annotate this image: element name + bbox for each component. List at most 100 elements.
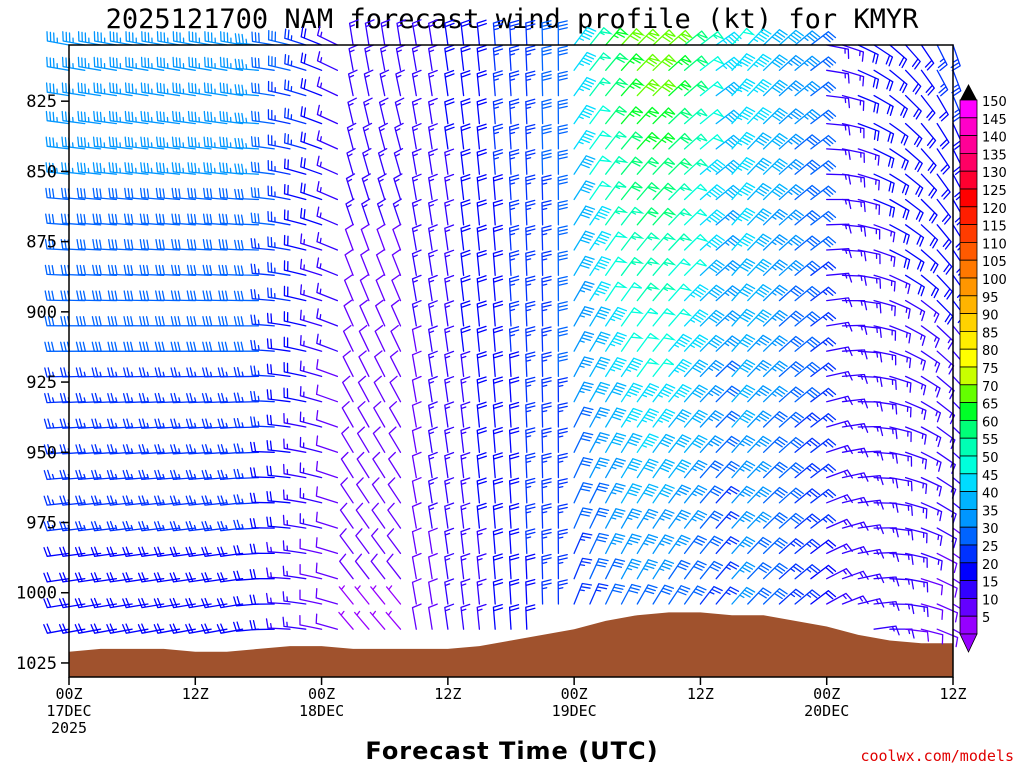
wind-barb: [889, 122, 909, 146]
wind-barb: [762, 588, 788, 605]
wind-barb: [904, 552, 928, 568]
wind-barb: [250, 288, 275, 302]
credit-link[interactable]: coolwx.com/models: [860, 747, 1014, 765]
wind-barb: [668, 54, 692, 71]
wind-barb: [123, 213, 149, 226]
wind-barb: [348, 44, 359, 71]
wind-barb: [620, 78, 646, 97]
wind-barb: [747, 208, 772, 226]
wind-barb: [605, 206, 629, 226]
wind-barb: [747, 486, 772, 504]
wind-barb: [170, 341, 196, 352]
wind-barb: [444, 350, 455, 378]
colorbar-label: 15: [982, 576, 999, 591]
wind-barb: [605, 533, 626, 555]
wind-barb: [356, 477, 370, 504]
wind-barb: [826, 173, 852, 185]
colorbar-swatch: [959, 259, 978, 279]
wind-barb: [557, 377, 568, 403]
wind-barb: [605, 558, 626, 580]
wind-barb: [460, 199, 471, 226]
wind-barb: [251, 31, 275, 46]
wind-barb: [460, 477, 471, 504]
wind-barb: [715, 385, 741, 403]
wind-barb: [508, 376, 520, 403]
wind-barb: [251, 56, 275, 71]
wind-barb: [299, 436, 323, 453]
wind-barb: [636, 182, 661, 201]
wind-barb: [525, 174, 536, 201]
x-tick-label: 00Z: [813, 685, 840, 703]
wind-barb: [731, 207, 756, 226]
wind-barb: [172, 82, 196, 97]
wind-barb: [315, 537, 339, 555]
wind-barb: [873, 224, 896, 243]
wind-barb: [171, 162, 196, 175]
wind-barb: [826, 321, 853, 332]
colorbar-label: 5: [982, 611, 990, 626]
wind-barb: [266, 465, 291, 479]
wind-barb: [316, 282, 339, 302]
wind-barb: [747, 28, 772, 46]
wind-barb: [668, 233, 693, 251]
colorbar-label: 55: [982, 433, 999, 448]
wind-barb: [778, 310, 804, 327]
wind-barb: [125, 31, 149, 46]
wind-barb: [154, 341, 181, 352]
wind-barb: [44, 367, 70, 378]
wind-barb: [316, 25, 339, 46]
wind-barb: [282, 565, 307, 580]
wind-barb: [122, 520, 149, 532]
wind-barb: [699, 284, 725, 302]
wind-barb: [345, 198, 355, 226]
wind-barb: [283, 183, 307, 201]
wind-barb: [731, 334, 756, 352]
wind-barb: [794, 437, 821, 453]
wind-barb: [857, 325, 882, 338]
wind-barb: [920, 69, 935, 96]
wind-barb: [857, 249, 881, 265]
wind-barb: [492, 300, 504, 327]
wind-barb: [652, 107, 676, 125]
wind-barb: [731, 460, 756, 479]
colorbar-swatch: [959, 544, 978, 564]
wind-barb: [492, 426, 504, 453]
wind-barb: [652, 458, 675, 479]
wind-barb: [605, 52, 630, 71]
wind-barb: [155, 239, 181, 251]
wind-barb: [525, 123, 536, 150]
wind-barb: [636, 332, 661, 352]
wind-barb: [59, 444, 86, 455]
wind-barb: [300, 27, 323, 46]
colorbar-label: 130: [982, 166, 1007, 181]
wind-barb: [652, 333, 677, 352]
wind-barb: [620, 282, 643, 302]
wind-barb: [476, 553, 487, 580]
y-tick-label: 975: [26, 514, 57, 534]
colorbar-label: 145: [982, 113, 1007, 128]
wind-barb: [187, 187, 212, 201]
wind-barb: [652, 559, 675, 580]
wind-barb: [936, 299, 954, 325]
wind-barb: [299, 589, 323, 605]
wind-barb: [43, 520, 70, 532]
wind-barb: [731, 536, 756, 555]
wind-barb: [699, 56, 726, 71]
wind-barb: [620, 407, 643, 428]
wind-barb: [589, 331, 611, 352]
wind-barb: [589, 306, 611, 327]
wind-barb: [233, 316, 260, 327]
wind-barb: [920, 476, 942, 497]
colorbar-swatch: [959, 366, 978, 386]
wind-barb: [557, 402, 568, 428]
wind-barb: [541, 528, 552, 555]
wind-barb: [778, 29, 804, 46]
wind-barb: [557, 20, 568, 46]
colorbar: 1501451401351301251201151101051009590858…: [959, 84, 1007, 653]
wind-barb: [90, 520, 118, 532]
wind-barb: [826, 420, 853, 430]
wind-barb: [715, 511, 740, 529]
wind-barb: [411, 325, 422, 352]
wind-barb: [557, 326, 568, 352]
wind-barb: [904, 578, 929, 593]
